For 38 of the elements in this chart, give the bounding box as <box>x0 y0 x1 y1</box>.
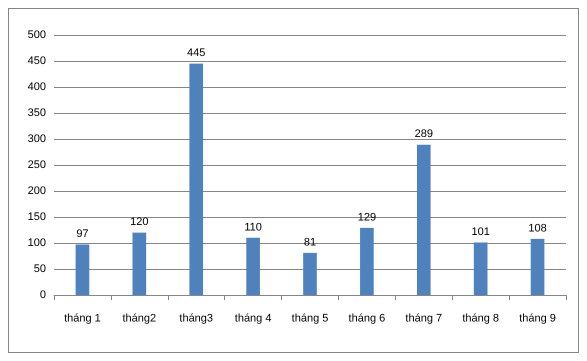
y-tick-label: 100 <box>28 237 46 249</box>
x-tick-label: tháng3 <box>179 312 214 324</box>
data-label: 101 <box>471 226 490 238</box>
bar <box>303 252 317 295</box>
bar <box>76 244 90 295</box>
data-label: 129 <box>358 211 376 224</box>
x-tick-label: tháng 8 <box>462 312 500 324</box>
y-tick-label: 250 <box>28 159 46 171</box>
x-tick-label: tháng2 <box>122 312 156 324</box>
y-tick-label: 300 <box>28 133 46 145</box>
y-tick-label: 350 <box>28 107 46 119</box>
y-tick-label: 0 <box>40 289 46 301</box>
data-label: 445 <box>187 47 206 60</box>
x-tick-label: tháng 6 <box>348 312 386 324</box>
x-tick-label: tháng 5 <box>292 312 328 324</box>
bar <box>360 228 374 295</box>
y-tick-label: 200 <box>28 185 46 197</box>
bar <box>474 242 488 295</box>
data-label: 97 <box>76 228 89 240</box>
y-tick-label: 450 <box>28 55 46 67</box>
x-tick-label: tháng 4 <box>234 312 272 324</box>
y-tick-label: 400 <box>28 81 46 93</box>
bar <box>416 144 431 295</box>
bar <box>189 64 204 295</box>
data-label: 108 <box>528 222 547 234</box>
y-tick-label: 150 <box>28 211 46 223</box>
x-tick-label: tháng 9 <box>519 312 556 324</box>
data-label: 110 <box>244 221 262 234</box>
data-label: 289 <box>414 128 433 140</box>
bar <box>246 238 260 295</box>
y-tick-label: 50 <box>34 263 46 275</box>
y-tick-label: 500 <box>28 29 46 41</box>
data-label: 81 <box>304 236 316 248</box>
data-label: 120 <box>130 216 149 228</box>
bar <box>530 238 544 295</box>
x-tick-label: tháng 7 <box>405 312 442 324</box>
x-tick-label: tháng 1 <box>64 312 101 324</box>
bar <box>132 232 146 295</box>
